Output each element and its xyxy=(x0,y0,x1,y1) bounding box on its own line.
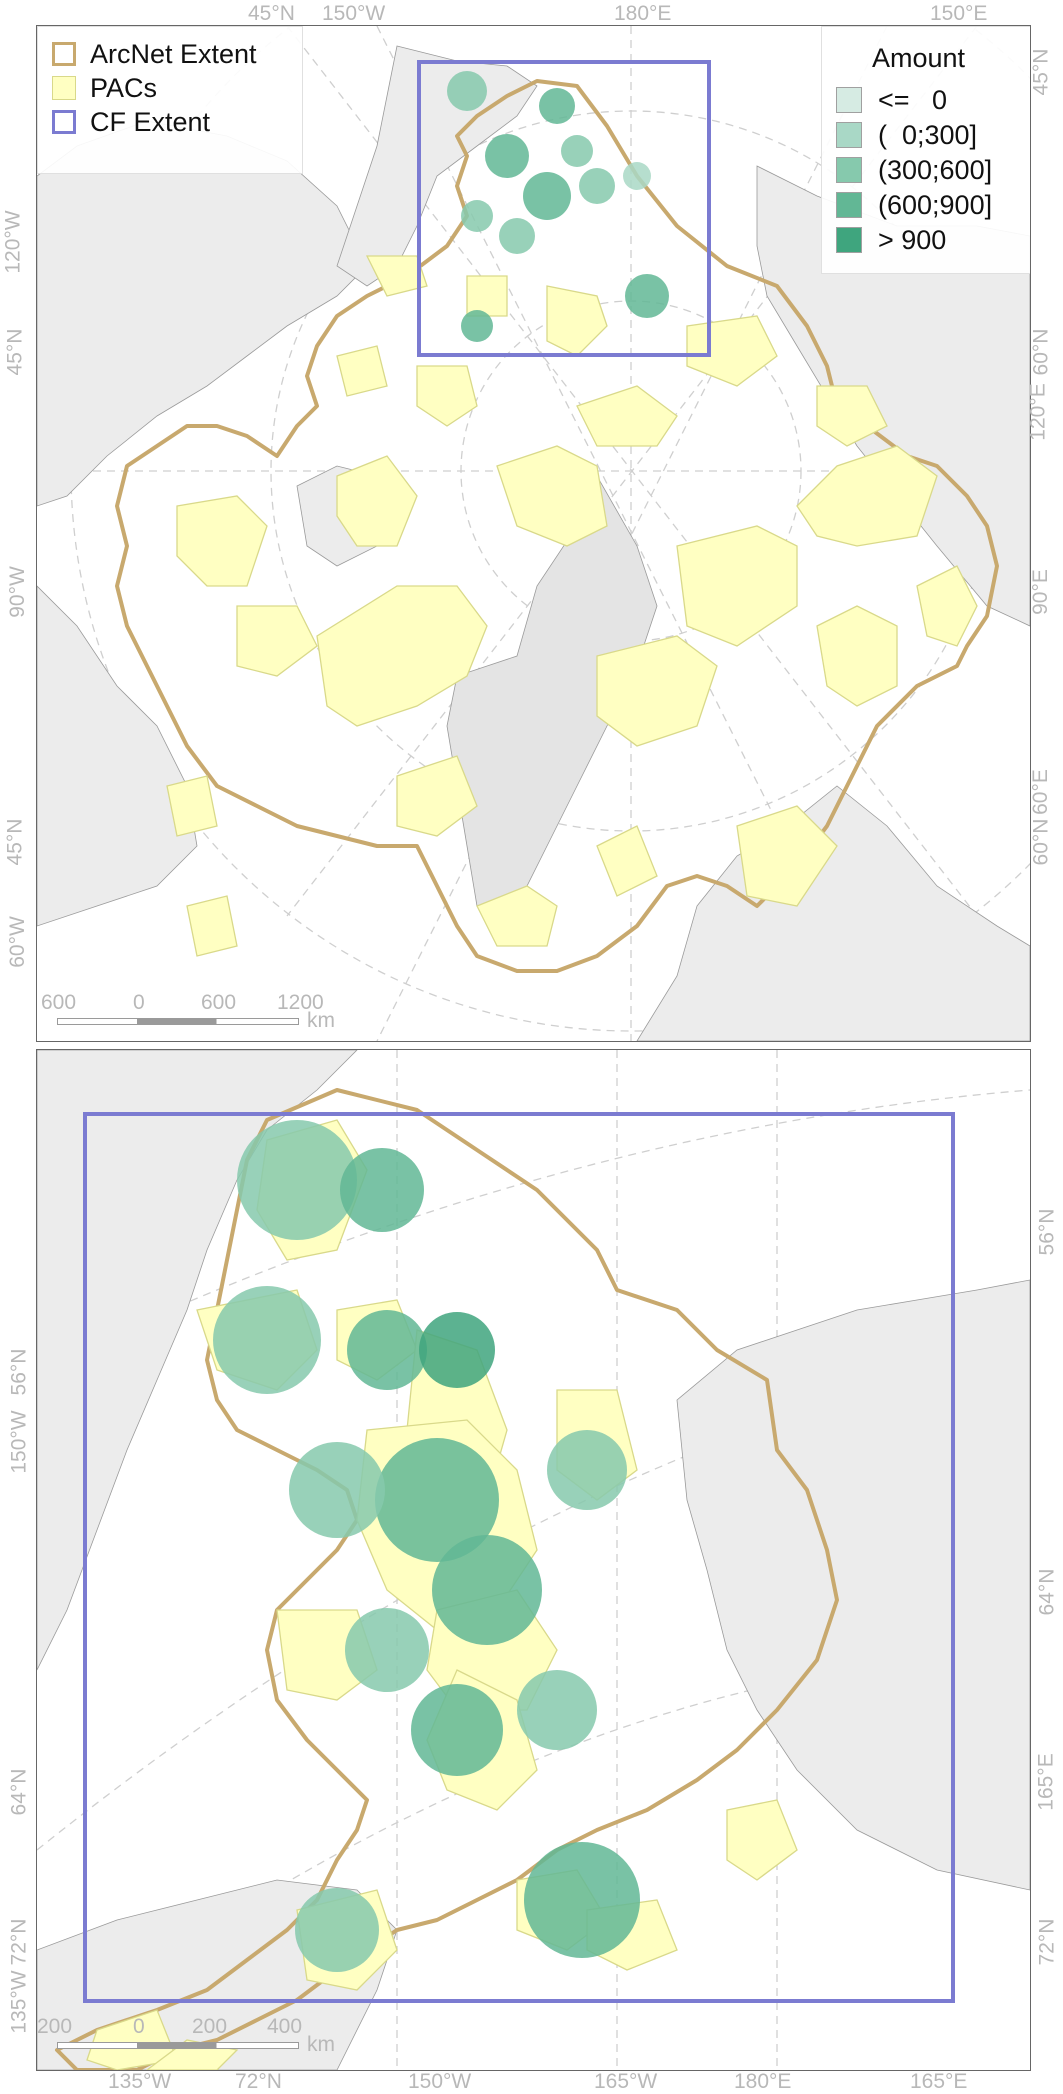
amount-row-0: <= 0 xyxy=(836,85,947,115)
amount-row-1: ( 0;300] xyxy=(836,120,977,150)
amount-label-4: > 900 xyxy=(878,224,947,255)
detail-bottom-label-72n: 72°N xyxy=(235,2070,282,2093)
amount-swatch-0 xyxy=(836,87,862,113)
scale-tick-1: 0 xyxy=(133,991,145,1014)
left-label-45n-2: 45°N xyxy=(3,818,27,866)
detail-bottom-label-135w: 135°W xyxy=(108,2070,172,2093)
scale-tick-0: 600 xyxy=(41,991,77,1014)
amount-label-0: <= 0 xyxy=(878,84,948,115)
overview-map[interactable]: ArcNet Extent PACs CF Extent Amount <= 0… xyxy=(36,25,1031,1042)
detail-map-canvas xyxy=(37,1050,1030,2070)
legend-label-arcnet-extent: ArcNet Extent xyxy=(90,38,257,69)
detail-bottom-label-165w: 165°W xyxy=(594,2070,658,2093)
legend-label-pacs: PACs xyxy=(90,72,158,103)
detail-scale-tick-1: 0 xyxy=(133,2015,145,2038)
detail-scale-tick-2: 200 xyxy=(192,2015,228,2038)
detail-map[interactable]: 200 0 200 400 km xyxy=(36,1049,1031,2071)
left-label-45n: 45°N xyxy=(3,328,27,376)
right-label-60e: 60°E xyxy=(1028,769,1052,815)
left-label-90w: 90°W xyxy=(5,566,29,618)
legend-label-cf-extent: CF Extent xyxy=(90,106,211,137)
detail-right-label-64n: 64°N xyxy=(1035,1568,1059,1616)
detail-scale-tick-0: 200 xyxy=(37,2015,73,2038)
legend-item-pacs: PACs xyxy=(52,73,157,103)
detail-scale-bar: 200 0 200 400 km xyxy=(37,2015,357,2065)
detail-bottom-label-180e: 180°E xyxy=(734,2070,792,2093)
overview-scale-bar: 600 0 600 1200 km xyxy=(37,991,377,1041)
detail-bottom-label-165e: 165°E xyxy=(910,2070,968,2093)
overview-map-canvas xyxy=(37,26,1030,1041)
amount-legend-title: Amount xyxy=(872,43,966,73)
amount-label-3: (600;900] xyxy=(878,189,993,220)
left-label-120w: 120°W xyxy=(1,210,25,274)
scale-tick-2: 600 xyxy=(201,991,237,1014)
legend-item-arcnet-extent: ArcNet Extent xyxy=(52,39,257,69)
amount-swatch-4 xyxy=(836,227,862,253)
amount-swatch-3 xyxy=(836,192,862,218)
detail-left-label-56n: 56°N xyxy=(7,1348,31,1396)
detail-left-label-135w: 135°W xyxy=(7,1970,31,2034)
detail-scale-unit: km xyxy=(307,2033,335,2056)
cf-extent-swatch xyxy=(52,110,76,134)
detail-right-label-56n: 56°N xyxy=(1035,1208,1059,1256)
top-label-150w: 150°W xyxy=(322,2,386,25)
right-label-120e: 120°E xyxy=(1026,383,1050,441)
left-label-60w: 60°W xyxy=(5,916,29,968)
top-label-45n: 45°N xyxy=(248,2,295,25)
right-label-60n-2: 60°N xyxy=(1029,818,1053,866)
layers-legend: ArcNet Extent PACs CF Extent xyxy=(37,26,303,174)
amount-row-2: (300;600] xyxy=(836,155,992,185)
amount-legend: Amount <= 0 ( 0;300] (300;600] (600;900]… xyxy=(821,26,1030,274)
scale-bar-graphic xyxy=(57,1018,299,1025)
right-label-60n: 60°N xyxy=(1029,328,1053,376)
detail-right-label-72n: 72°N xyxy=(1035,1918,1059,1966)
arcnet-extent-swatch xyxy=(52,42,76,66)
amount-patches-overview xyxy=(447,71,669,342)
top-label-180e: 180°E xyxy=(614,2,672,25)
detail-right-label-165e: 165°E xyxy=(1034,1753,1058,1811)
cf-extent-box xyxy=(417,60,711,357)
amount-label-1: ( 0;300] xyxy=(878,119,978,150)
detail-bottom-label-150w: 150°W xyxy=(408,2070,472,2093)
amount-patches-detail xyxy=(213,1120,640,1972)
detail-left-label-64n: 64°N xyxy=(7,1768,31,1816)
detail-left-label-72n: 72°N xyxy=(7,1918,31,1966)
detail-left-label-150w: 150°W xyxy=(7,1410,31,1474)
cf-extent-box-detail xyxy=(83,1112,955,2003)
detail-scale-bar-graphic xyxy=(57,2042,299,2049)
amount-swatch-2 xyxy=(836,157,862,183)
scale-tick-3: 1200 xyxy=(277,991,324,1014)
amount-label-2: (300;600] xyxy=(878,154,993,185)
pacs-swatch xyxy=(52,76,76,100)
legend-item-cf-extent: CF Extent xyxy=(52,107,210,137)
amount-row-3: (600;900] xyxy=(836,190,992,220)
scale-unit: km xyxy=(307,1009,335,1032)
detail-scale-tick-3: 400 xyxy=(267,2015,303,2038)
right-label-90e: 90°E xyxy=(1028,569,1052,615)
arcnet-extent-outline xyxy=(115,79,999,973)
amount-row-4: > 900 xyxy=(836,225,946,255)
right-label-45n: 45°N xyxy=(1029,48,1053,96)
pacs-areas xyxy=(166,255,978,957)
amount-swatch-1 xyxy=(836,122,862,148)
landmass xyxy=(37,45,1030,1041)
top-label-150e: 150°E xyxy=(930,2,988,25)
